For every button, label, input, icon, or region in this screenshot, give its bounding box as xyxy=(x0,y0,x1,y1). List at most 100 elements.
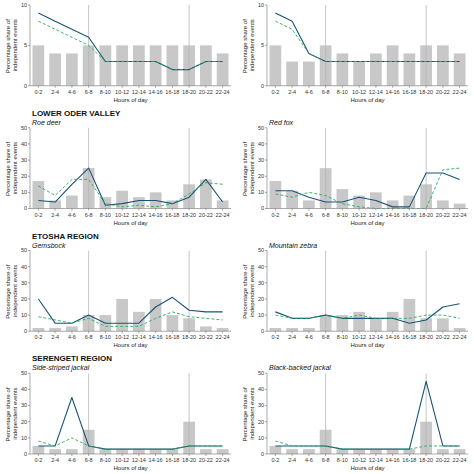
bar xyxy=(33,181,45,208)
bar xyxy=(454,328,466,331)
x-tick xyxy=(308,454,309,456)
x-tick xyxy=(189,331,190,333)
x-tick-label: 18-20 xyxy=(182,457,196,463)
bar xyxy=(437,449,449,454)
x-tick xyxy=(155,209,156,211)
x-tick xyxy=(325,331,326,333)
panel: 05100-22-44-66-88-1010-1212-1414-1616-18… xyxy=(242,2,468,103)
x-tick xyxy=(292,209,293,211)
x-tick-label: 18-20 xyxy=(419,89,433,95)
y-tick-label: 0 xyxy=(24,328,27,334)
panel: 010203040500-22-44-66-88-1010-1212-1414-… xyxy=(242,242,468,349)
y-tick xyxy=(265,389,267,390)
bar xyxy=(454,204,466,209)
x-tick-label: 12-14 xyxy=(132,212,146,218)
y-tick xyxy=(28,373,30,374)
bar xyxy=(133,449,145,454)
x-tick-label: 22-24 xyxy=(216,334,230,340)
y-label-line: independent events xyxy=(12,387,18,439)
x-tick xyxy=(172,86,173,88)
y-tick-label: 5 xyxy=(261,42,264,48)
bar xyxy=(167,449,179,454)
y-tick xyxy=(28,45,30,46)
panel: 010203040500-22-44-66-88-1010-1212-1414-… xyxy=(5,232,231,349)
x-tick xyxy=(275,454,276,456)
y-tick xyxy=(28,331,30,332)
y-tick-label: 10 xyxy=(21,189,27,195)
y-tick-label: 40 xyxy=(258,141,264,147)
plot-area xyxy=(33,373,229,454)
y-label-line: Percentage share of xyxy=(242,18,248,74)
y-tick-label: 50 xyxy=(258,125,264,131)
species-subtitle: Gemsbock xyxy=(32,242,66,249)
bar xyxy=(387,449,399,454)
species-subtitle: Roe deer xyxy=(32,119,61,126)
bar xyxy=(200,326,212,331)
x-tick-label: 8-10 xyxy=(100,457,111,463)
x-tick xyxy=(325,209,326,211)
y-tick-label: 30 xyxy=(258,157,264,163)
bar xyxy=(33,328,45,331)
y-tick-label: 40 xyxy=(258,386,264,392)
x-tick xyxy=(459,454,460,456)
x-tick-label: 20-22 xyxy=(199,89,213,95)
x-tick xyxy=(426,209,427,211)
bar xyxy=(66,449,78,454)
x-tick-label: 16-18 xyxy=(165,334,179,340)
x-tick-label: 2-4 xyxy=(51,334,59,340)
region-title: ETOSHA REGION xyxy=(32,232,99,241)
x-tick xyxy=(426,454,427,456)
x-tick-label: 8-10 xyxy=(337,334,348,340)
x-tick xyxy=(359,209,360,211)
y-label: Percentage share of independent events xyxy=(242,386,255,442)
x-tick-label: 20-22 xyxy=(436,457,450,463)
y-tick xyxy=(28,176,30,177)
y-label-line: independent events xyxy=(249,265,255,317)
y-tick-label: 20 xyxy=(258,419,264,425)
x-tick xyxy=(325,86,326,88)
x-tick xyxy=(38,209,39,211)
y-tick xyxy=(265,160,267,161)
panel: 010203040500-22-44-66-88-1010-1212-1414-… xyxy=(5,354,231,471)
bar xyxy=(217,328,229,331)
y-tick xyxy=(28,5,30,6)
x-tick xyxy=(138,331,139,333)
y-tick-label: 30 xyxy=(21,157,27,163)
y-tick-label: 0 xyxy=(24,451,27,457)
vline xyxy=(325,5,326,86)
x-tick xyxy=(359,454,360,456)
vline xyxy=(189,251,190,332)
bar xyxy=(353,62,365,86)
bar xyxy=(286,449,298,454)
x-tick-label: 12-14 xyxy=(369,334,383,340)
y-axis xyxy=(30,128,31,209)
y-tick-label: 20 xyxy=(21,419,27,425)
bar xyxy=(167,45,179,85)
y-tick xyxy=(265,143,267,144)
x-tick xyxy=(409,331,410,333)
y-tick xyxy=(265,298,267,299)
x-tick xyxy=(55,209,56,211)
x-tick-label: 12-14 xyxy=(369,457,383,463)
y-label: Percentage share of independent events xyxy=(242,263,255,319)
x-tick xyxy=(38,454,39,456)
x-tick xyxy=(342,454,343,456)
y-tick xyxy=(265,45,267,46)
x-tick xyxy=(392,209,393,211)
x-tick xyxy=(71,331,72,333)
x-tick xyxy=(292,454,293,456)
x-tick xyxy=(409,86,410,88)
x-tick xyxy=(189,454,190,456)
vline xyxy=(426,373,427,454)
x-label: Hours of day xyxy=(350,220,384,226)
bar xyxy=(66,196,78,209)
y-tick xyxy=(28,250,30,251)
x-tick-label: 0-2 xyxy=(34,334,42,340)
x-tick xyxy=(155,331,156,333)
x-tick-label: 22-24 xyxy=(453,457,467,463)
x-tick xyxy=(122,86,123,88)
y-label-line: independent events xyxy=(12,142,18,194)
x-tick-label: 6-8 xyxy=(322,89,330,95)
vline xyxy=(325,373,326,454)
x-tick-label: 16-18 xyxy=(402,334,416,340)
